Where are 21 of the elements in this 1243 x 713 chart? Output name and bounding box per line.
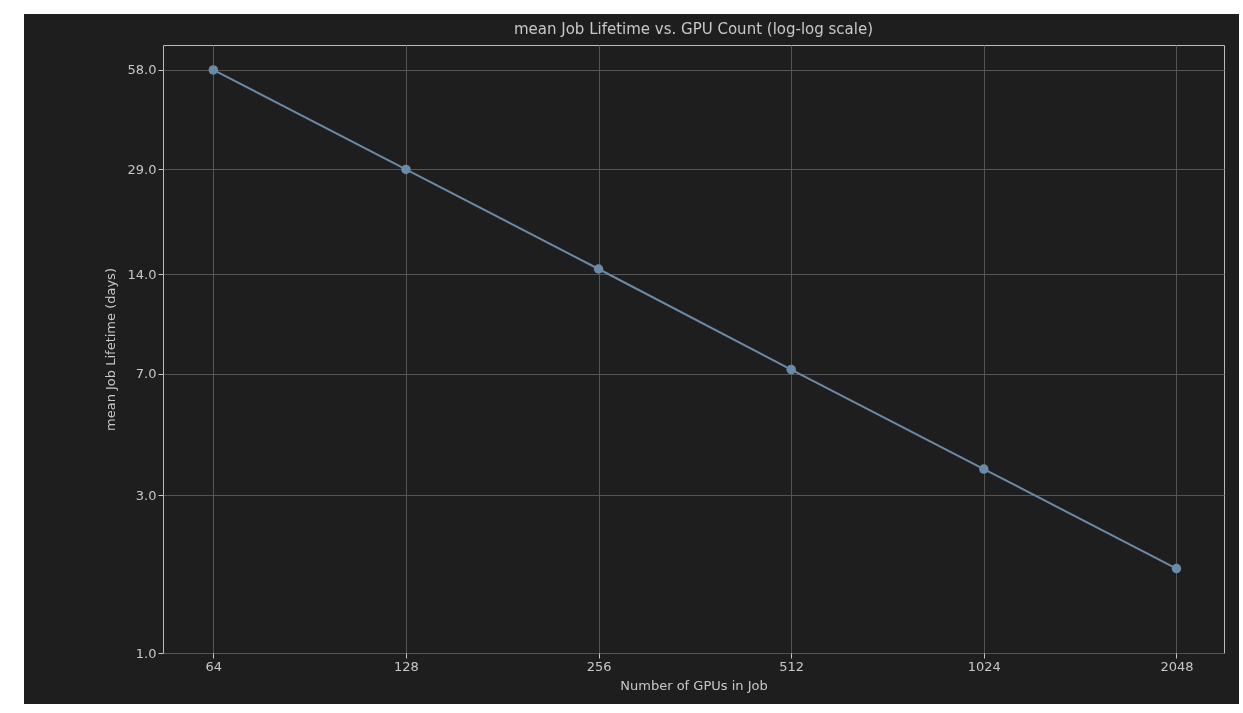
point: [208, 65, 219, 75]
point: [786, 364, 796, 375]
y-tick-label: 7.0: [135, 366, 157, 382]
y-tick-label: 14.0: [127, 266, 157, 282]
y-axis-title: mean Job Lifetime (days): [102, 268, 118, 431]
point: [401, 164, 411, 175]
point: [1171, 563, 1182, 574]
point: [979, 464, 989, 474]
x-tick-label: 2048: [1160, 658, 1194, 674]
x-tick-label: 1024: [967, 658, 1001, 674]
y-tick-label: 58.0: [127, 62, 157, 78]
chart-title: mean Job Lifetime vs. GPU Count (log-log scale): [513, 20, 874, 38]
x-tick-label: 128: [394, 658, 419, 674]
x-tick-label: 256: [586, 658, 612, 674]
y-tick-label: 29.0: [127, 161, 157, 177]
x-axis-title: Number of GPUs in Job: [620, 677, 768, 693]
x-tick-label: 64: [205, 658, 223, 674]
point: [593, 264, 604, 274]
x-tick-label: 512: [779, 658, 805, 674]
y-tick-label: 3.0: [135, 487, 157, 503]
y-tick-label: 1.0: [135, 645, 157, 661]
